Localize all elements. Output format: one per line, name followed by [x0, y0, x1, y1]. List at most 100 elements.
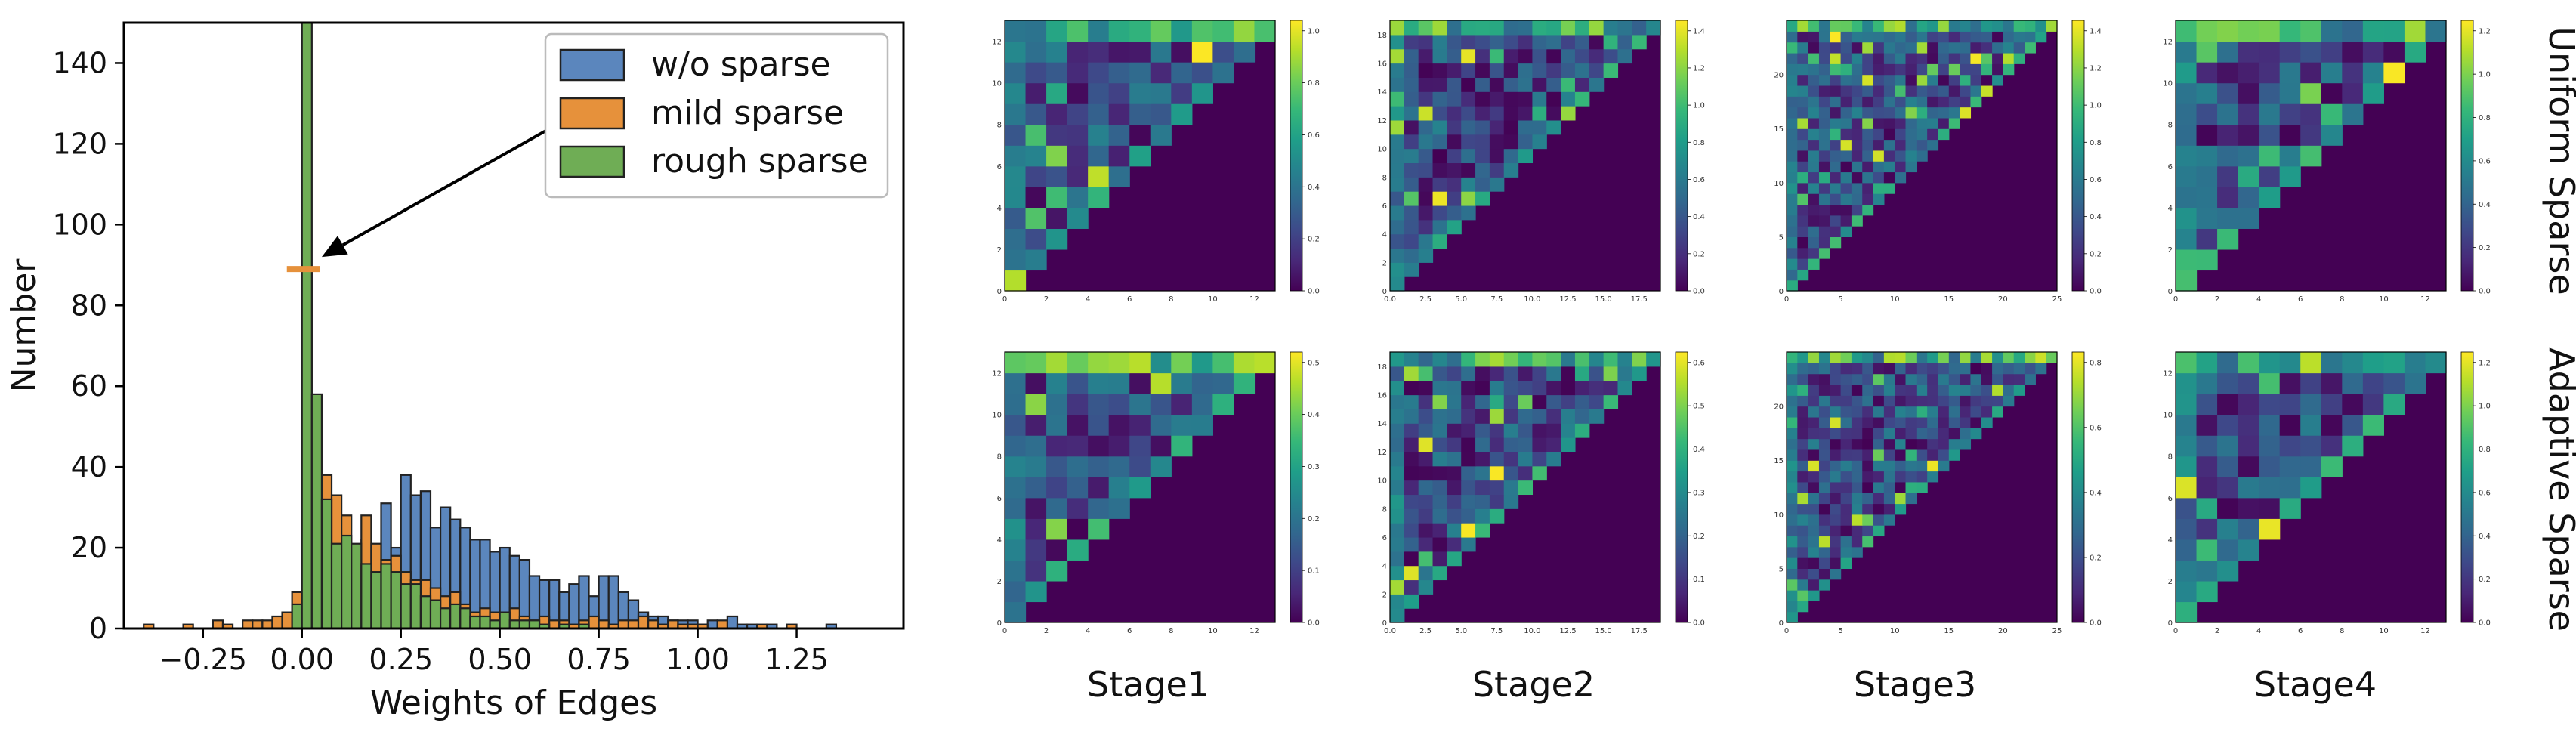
heatmap-cell: [1916, 42, 1928, 54]
heatmap-cell: [1873, 85, 1885, 97]
heatmap-cell: [2238, 165, 2259, 187]
heatmap-cell: [1489, 437, 1505, 452]
heatmap-cell: [1475, 63, 1490, 78]
heatmap-cell: [1503, 380, 1519, 396]
heatmap-cell: [2176, 414, 2198, 436]
x-tick-label: 0.50: [468, 643, 532, 676]
heatmap-cell: [1862, 493, 1874, 505]
heatmap-cell: [1840, 546, 1852, 558]
heatmap-cell: [2259, 145, 2281, 167]
heatmap-cell: [1046, 518, 1068, 540]
heatmap-cell: [1797, 601, 1809, 613]
heatmap-cell: [1046, 124, 1068, 146]
heatmap-cell: [1475, 494, 1490, 509]
heatmap-cell: [2217, 62, 2239, 84]
heatmap-cell: [1404, 106, 1419, 121]
heatmap-cell: [1171, 20, 1193, 42]
heatmap-cell: [1960, 406, 1972, 418]
hist-bar: [281, 611, 293, 629]
heatmap-x-tick-label: 10: [1208, 295, 1218, 304]
heatmap-cell: [1808, 471, 1820, 483]
heatmap-cell: [1129, 414, 1151, 436]
heatmap-cell: [2342, 435, 2364, 457]
heatmap-cell: [2176, 207, 2198, 229]
heatmap-cell: [1150, 20, 1172, 42]
heatmap-cell: [2013, 352, 2025, 363]
heatmap-cell: [1233, 372, 1256, 394]
heatmap-cell: [1883, 395, 1895, 407]
heatmap-cell: [1830, 171, 1842, 184]
heatmap-cell: [1489, 162, 1505, 178]
heatmap-cell: [1447, 536, 1462, 552]
heatmap-cell: [1797, 460, 1809, 472]
heatmap-cell: [2342, 394, 2364, 415]
heatmap-cell: [1171, 435, 1193, 457]
heatmap-x-tick-label: 15: [1944, 295, 1954, 304]
heatmap-cell: [1025, 124, 1047, 146]
heatmap-cell: [1862, 514, 1874, 526]
heatmap-y-tick-label: 4: [2168, 536, 2173, 545]
heatmap-cell: [1432, 48, 1447, 64]
heatmap-cell: [2342, 41, 2364, 63]
heatmap-cell: [2196, 539, 2218, 561]
heatmap-y-tick-label: 12: [1377, 449, 1387, 457]
heatmap-cell: [1873, 52, 1885, 64]
heatmap-cell: [2321, 435, 2343, 457]
heatmap-cell: [1518, 451, 1534, 467]
heatmap-cell: [1005, 394, 1027, 415]
heatmap-x-tick-label: 0: [1784, 295, 1789, 304]
histogram-frame: [122, 21, 905, 630]
heatmap-cell: [1432, 523, 1447, 538]
heatmap-cell: [1212, 41, 1234, 63]
heatmap-cell: [1108, 477, 1130, 499]
heatmap-cell: [1150, 352, 1172, 374]
heatmap-cell: [1418, 20, 1434, 36]
heatmap-cell: [1862, 395, 1874, 407]
heatmap-y-tick-label: 10: [1377, 146, 1387, 154]
heatmap-cell: [1818, 406, 1830, 418]
heatmap-cell: [1432, 63, 1447, 78]
heatmap-cell: [1818, 384, 1830, 396]
heatmap-cell: [1873, 449, 1885, 461]
heatmap-cell: [1646, 352, 1661, 367]
heatmap-cell: [2300, 124, 2322, 146]
heatmap-cell: [1862, 503, 1874, 515]
heatmap-cell: [1418, 536, 1434, 552]
heatmap-cell: [2196, 394, 2218, 415]
heatmap-y-tick-label: 0: [2168, 619, 2173, 628]
heatmap-cell: [1787, 601, 1798, 613]
heatmap-cell: [1447, 91, 1462, 107]
colorbar-tick-label: 0.6: [2479, 489, 2491, 497]
heatmap-cell: [1916, 107, 1928, 119]
heatmap-cell: [1883, 503, 1895, 515]
heatmap-cell: [1830, 395, 1842, 407]
heatmap-cell: [1808, 117, 1820, 129]
heatmap-cell: [1938, 96, 1950, 108]
heatmap-x-tick-label: 15: [1944, 627, 1954, 635]
heatmap-x-tick-label: 0: [2173, 627, 2178, 635]
heatmap-cell: [1808, 247, 1820, 259]
heatmap-cell: [1447, 465, 1462, 481]
heatmap-cell: [1895, 493, 1907, 505]
heatmap-cell: [1475, 409, 1490, 424]
heatmap-cell: [1916, 471, 1928, 483]
heatmap-cell: [1046, 62, 1068, 84]
heatmap-cell: [1787, 395, 1798, 407]
heatmap-cell: [1025, 62, 1047, 84]
heatmap-cell: [1873, 525, 1885, 537]
heatmap-cell: [2238, 414, 2259, 436]
heatmap-cell: [1818, 579, 1830, 591]
heatmap-x-tick-label: 5: [1838, 627, 1842, 635]
heatmap-cell: [1797, 363, 1809, 375]
heatmap-cell: [1589, 34, 1605, 50]
heatmap-cell: [1840, 182, 1852, 194]
heatmap-cell: [1818, 85, 1830, 97]
heatmap-cell: [1840, 395, 1852, 407]
hist-bar: [351, 542, 363, 629]
heatmap-cell: [1418, 437, 1434, 452]
heatmap-cell: [1390, 119, 1405, 135]
heatmap-cell: [1905, 85, 1917, 97]
heatmap-y-tick-label: 6: [1382, 202, 1387, 211]
heatmap-cell: [1191, 82, 1213, 104]
heatmap-cell: [1067, 82, 1089, 104]
